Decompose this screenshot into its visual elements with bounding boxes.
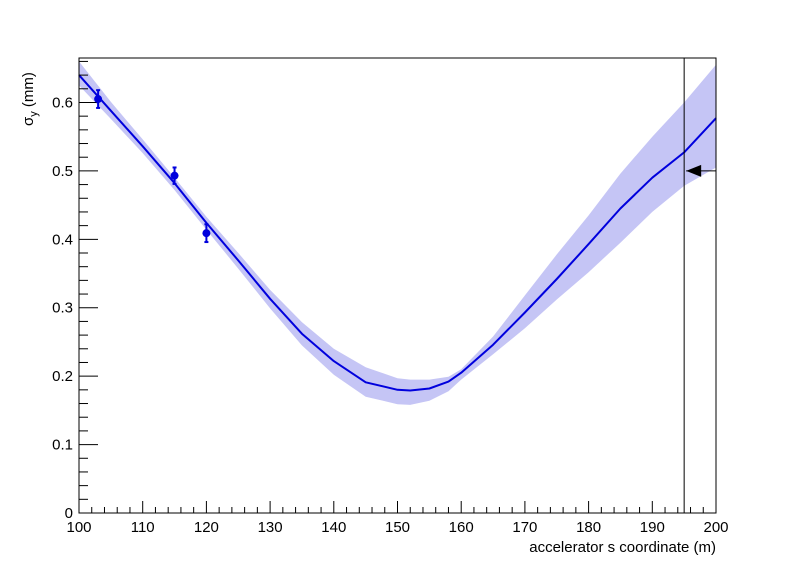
target-arrow-head	[686, 164, 702, 177]
y-tick-label: 0.6	[52, 94, 73, 111]
fit-line	[78, 74, 717, 392]
y-axis-title: σy (mm)	[20, 72, 40, 126]
x-tick-label: 120	[194, 519, 219, 536]
target-marker-layer	[686, 164, 716, 177]
y-axis-subscript: y	[28, 111, 40, 117]
y-axis-symbol: σ	[20, 116, 37, 126]
x-tick-label: 180	[576, 519, 601, 536]
x-tick-label: 100	[66, 519, 91, 536]
x-axis-title: accelerator s coordinate (m)	[529, 539, 716, 556]
measurement-point	[94, 89, 103, 109]
x-tick-label: 150	[385, 519, 410, 536]
data-point	[202, 229, 211, 238]
x-tick-label: 200	[703, 519, 728, 536]
x-tick-label: 160	[449, 519, 474, 536]
y-axis-unit: (mm)	[20, 72, 37, 111]
x-tick-label: 170	[512, 519, 537, 536]
plot-frame	[78, 57, 717, 514]
y-tick-label: 0.3	[52, 300, 73, 317]
data-point	[94, 95, 103, 104]
measurement-points	[94, 89, 211, 244]
y-tick-label: 0.2	[52, 368, 73, 385]
measurement-point	[170, 166, 179, 185]
confidence-band	[79, 61, 716, 405]
x-tick-label: 130	[258, 519, 283, 536]
y-tick-label: 0.4	[52, 231, 73, 248]
data-point	[170, 171, 179, 180]
tick-labels: 100 110 120 130 140 150 160 170 180 190 200 0 0.1 0.2…	[52, 94, 728, 536]
axis-ticks	[78, 60, 717, 514]
y-tick-label: 0	[65, 505, 73, 522]
x-tick-label: 190	[640, 519, 665, 536]
fit-line-layer	[78, 74, 717, 392]
y-tick-label: 0.5	[52, 163, 73, 180]
measurement-point	[202, 223, 211, 244]
y-tick-label: 0.1	[52, 437, 73, 454]
plot-border	[78, 57, 717, 514]
x-tick-label: 110	[131, 519, 155, 536]
x-tick-label: 140	[321, 519, 346, 536]
confidence-band-layer	[79, 61, 716, 405]
